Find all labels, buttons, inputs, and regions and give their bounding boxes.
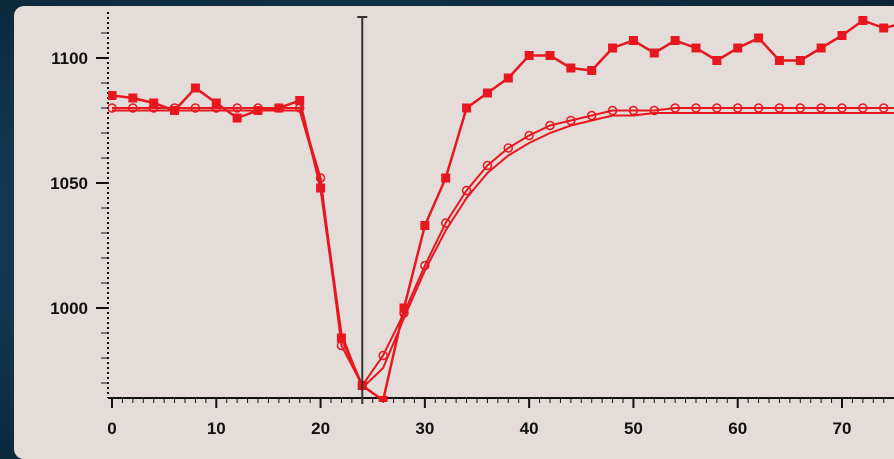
square-marker xyxy=(128,93,138,103)
series-line-1 xyxy=(111,19,894,402)
x-tick-label: 30 xyxy=(415,419,434,438)
chart-panel xyxy=(14,6,894,459)
square-marker xyxy=(608,43,618,53)
circle-marker xyxy=(378,350,388,361)
square-marker xyxy=(670,36,680,45)
circle-marker xyxy=(503,143,514,153)
circle-marker xyxy=(148,103,159,113)
x-tick-label: 60 xyxy=(728,419,747,438)
circle-marker xyxy=(253,103,263,113)
circle-marker xyxy=(461,185,472,196)
square-marker xyxy=(420,221,430,230)
x-tick-label: 20 xyxy=(311,419,330,438)
square-marker xyxy=(378,396,388,402)
x-tick-label: 10 xyxy=(207,419,226,438)
circle-marker xyxy=(232,103,242,113)
square-marker xyxy=(295,96,305,105)
square-marker xyxy=(503,73,513,83)
tick-labels: 0 10 20 30 40 50 60 70 1000 1050 1100 xyxy=(50,49,851,438)
square-marker xyxy=(441,173,451,183)
square-marker xyxy=(691,43,701,53)
series-line-2 xyxy=(112,107,894,388)
square-marker xyxy=(211,98,221,108)
x-tick-label: 50 xyxy=(624,419,643,438)
square-marker xyxy=(816,43,826,53)
square-marker xyxy=(399,303,409,313)
circle-marker xyxy=(108,103,117,113)
cursor-layer xyxy=(357,16,368,404)
square-marker xyxy=(879,23,889,33)
square-marker xyxy=(774,56,784,65)
square-marker xyxy=(858,16,868,25)
square-marker xyxy=(587,66,597,75)
x-tick-label: 40 xyxy=(520,419,539,438)
circle-marker xyxy=(482,160,493,171)
circle-marker xyxy=(649,105,660,116)
square-marker xyxy=(649,48,659,58)
square-marker xyxy=(482,88,492,98)
square-marker xyxy=(733,43,743,53)
circle-marker xyxy=(169,103,180,113)
axes xyxy=(96,12,894,408)
square-marker xyxy=(524,51,534,60)
square-marker xyxy=(754,33,764,43)
square-marker xyxy=(566,63,576,73)
y-tick-label: 1050 xyxy=(50,174,88,193)
square-marker xyxy=(712,56,722,65)
x-tick-label: 70 xyxy=(833,419,852,438)
square-marker xyxy=(795,56,805,65)
circle-marker xyxy=(190,103,201,113)
square-marker xyxy=(628,36,638,45)
y-tick-label: 1000 xyxy=(50,299,88,318)
square-marker xyxy=(837,31,847,40)
square-marker xyxy=(190,83,200,93)
square-marker xyxy=(462,103,472,113)
circle-marker xyxy=(274,103,284,113)
circle-marker xyxy=(524,130,534,141)
square-marker xyxy=(545,51,555,60)
circle-marker xyxy=(545,120,555,131)
circle-marker xyxy=(128,103,138,113)
series-layer xyxy=(108,16,894,402)
square-marker xyxy=(149,98,159,108)
x-tick-label: 0 xyxy=(107,419,116,438)
y-tick-label: 1100 xyxy=(51,49,88,68)
square-marker xyxy=(108,91,117,100)
square-marker xyxy=(232,113,242,123)
series-line-3 xyxy=(112,109,894,390)
circle-marker xyxy=(211,103,222,113)
